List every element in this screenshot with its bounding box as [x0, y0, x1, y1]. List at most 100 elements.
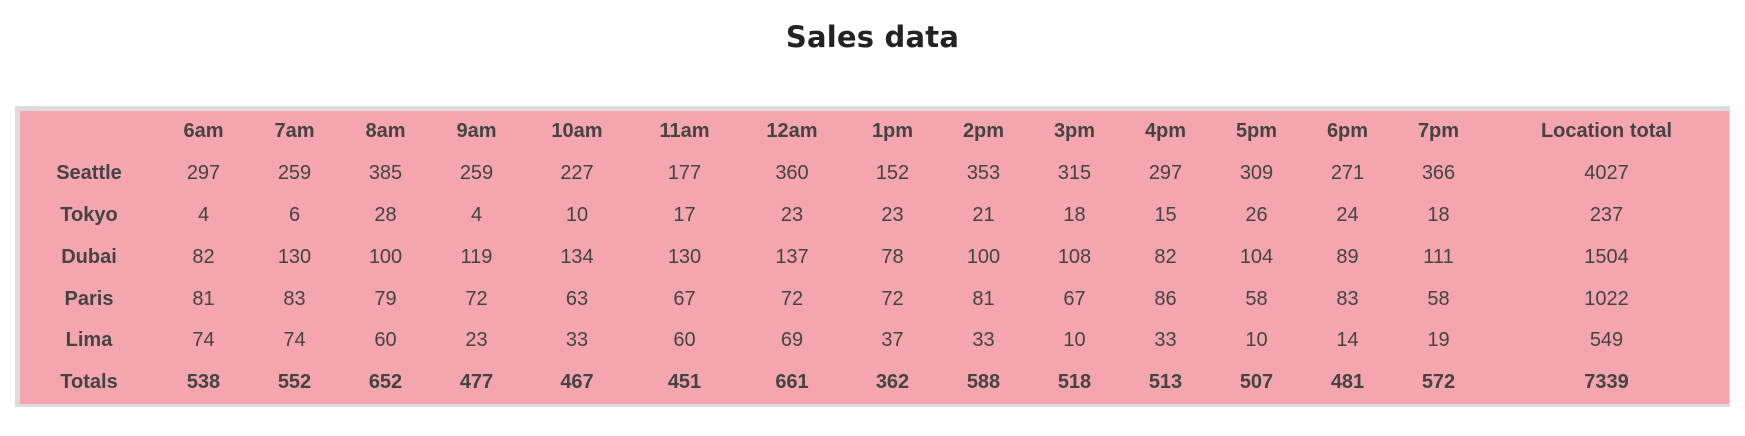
page-title: Sales data: [785, 20, 960, 54]
sales-cell: 360: [775, 162, 809, 185]
location-label: Paris: [64, 287, 114, 310]
sales-cell: 385: [368, 162, 403, 185]
hour-header: 10am: [551, 120, 603, 143]
hour-header: 6am: [183, 120, 224, 143]
sales-cell: 33: [565, 329, 589, 352]
sales-table-frame: 6am 7am 8am 9am 10am 11am 12am 1pm 2pm 3…: [15, 106, 1730, 407]
sales-cell: 119: [460, 245, 493, 268]
sales-cell: 14: [1336, 329, 1359, 352]
hour-total-cell: 362: [875, 371, 910, 394]
sales-cell: 86: [1154, 287, 1177, 310]
grand-total-cell: 7339: [1584, 371, 1629, 394]
sales-cell: 83: [283, 287, 306, 310]
sales-cell: 130: [667, 245, 702, 268]
sales-cell: 58: [1427, 287, 1450, 310]
sales-cell: 177: [667, 162, 702, 185]
sales-cell: 297: [186, 162, 221, 185]
table-row: Paris 81 83 79 72 63 67 72 72 81 67 86 5…: [20, 278, 1729, 320]
hour-total-cell: 513: [1148, 371, 1183, 394]
sales-cell: 67: [1063, 287, 1086, 310]
hour-total-cell: 507: [1239, 371, 1274, 394]
hour-total-cell: 652: [368, 371, 403, 394]
hour-header: 9am: [456, 120, 497, 143]
location-label: Dubai: [61, 245, 117, 268]
hour-total-cell: 477: [459, 371, 494, 394]
sales-cell: 259: [277, 162, 312, 185]
sales-cell: 108: [1057, 245, 1092, 268]
sales-cell: 24: [1336, 203, 1359, 226]
hour-total-cell: 518: [1057, 371, 1092, 394]
sales-cell: 72: [465, 287, 488, 310]
sales-cell: 17: [673, 203, 696, 226]
hour-header: 6pm: [1326, 120, 1369, 143]
location-total-cell: 237: [1589, 203, 1624, 226]
hour-header: 1pm: [871, 120, 914, 143]
sales-cell: 297: [1148, 162, 1183, 185]
table-row: Lima 74 74 60 23 33 60 69 37 33 10 33 10…: [20, 320, 1729, 362]
hour-header: 5pm: [1235, 120, 1278, 143]
location-label: Seattle: [56, 162, 122, 185]
location-total-header: Location total: [1540, 120, 1673, 143]
sales-cell: 271: [1330, 162, 1365, 185]
sales-cell: 74: [283, 329, 306, 352]
sales-cell: 28: [374, 203, 397, 226]
sales-cell: 23: [881, 203, 904, 226]
table-row: Seattle 297 259 385 259 227 177 360 152 …: [20, 153, 1729, 195]
hour-total-cell: 588: [966, 371, 1001, 394]
corner-cell: [20, 111, 158, 153]
header-row: 6am 7am 8am 9am 10am 11am 12am 1pm 2pm 3…: [20, 111, 1729, 153]
sales-cell: 79: [374, 287, 397, 310]
sales-cell: 82: [1154, 245, 1177, 268]
sales-cell: 58: [1245, 287, 1268, 310]
sales-cell: 353: [966, 162, 1001, 185]
sales-cell: 100: [966, 245, 1001, 268]
table-row: Dubai 82 130 100 119 134 130 137 78 100 …: [20, 236, 1729, 278]
sales-cell: 23: [780, 203, 804, 226]
sales-cell: 72: [780, 287, 804, 310]
sales-cell: 10: [1063, 329, 1086, 352]
hour-header: 12am: [766, 120, 818, 143]
location-total-cell: 4027: [1584, 162, 1629, 185]
sales-cell: 37: [881, 329, 904, 352]
hour-header: 8am: [365, 120, 406, 143]
sales-cell: 6: [288, 203, 301, 226]
location-total-cell: 1022: [1584, 287, 1629, 310]
totals-label: Totals: [60, 371, 118, 394]
hour-total-cell: 552: [277, 371, 312, 394]
sales-cell: 69: [780, 329, 804, 352]
sales-cell: 309: [1239, 162, 1274, 185]
sales-cell: 78: [881, 245, 904, 268]
sales-cell: 134: [560, 245, 594, 268]
sales-cell: 83: [1336, 287, 1359, 310]
hour-total-cell: 481: [1330, 371, 1365, 394]
hour-header: 11am: [659, 120, 710, 143]
sales-cell: 4: [197, 203, 210, 226]
sales-cell: 74: [192, 329, 215, 352]
sales-cell: 137: [775, 245, 809, 268]
hour-header: 4pm: [1144, 120, 1187, 143]
hour-total-cell: 661: [775, 371, 809, 394]
sales-cell: 315: [1057, 162, 1092, 185]
sales-cell: 366: [1421, 162, 1456, 185]
sales-cell: 15: [1154, 203, 1177, 226]
hour-header: 2pm: [962, 120, 1005, 143]
sales-cell: 111: [1423, 245, 1454, 268]
sales-cell: 100: [368, 245, 403, 268]
hour-header: 7pm: [1417, 120, 1460, 143]
sales-cell: 33: [1154, 329, 1177, 352]
sales-cell: 19: [1427, 329, 1450, 352]
hour-header: 3pm: [1053, 120, 1096, 143]
sales-cell: 10: [1245, 329, 1268, 352]
sales-cell: 26: [1245, 203, 1268, 226]
location-total-cell: 1504: [1584, 245, 1629, 268]
sales-cell: 21: [972, 203, 995, 226]
sales-cell: 60: [673, 329, 696, 352]
sales-cell: 60: [374, 329, 397, 352]
sales-cell: 81: [192, 287, 215, 310]
location-total-cell: 549: [1589, 329, 1624, 352]
sales-cell: 67: [673, 287, 696, 310]
sales-cell: 89: [1336, 245, 1359, 268]
sales-cell: 33: [972, 329, 995, 352]
sales-cell: 23: [465, 329, 488, 352]
hour-total-cell: 572: [1421, 371, 1456, 394]
